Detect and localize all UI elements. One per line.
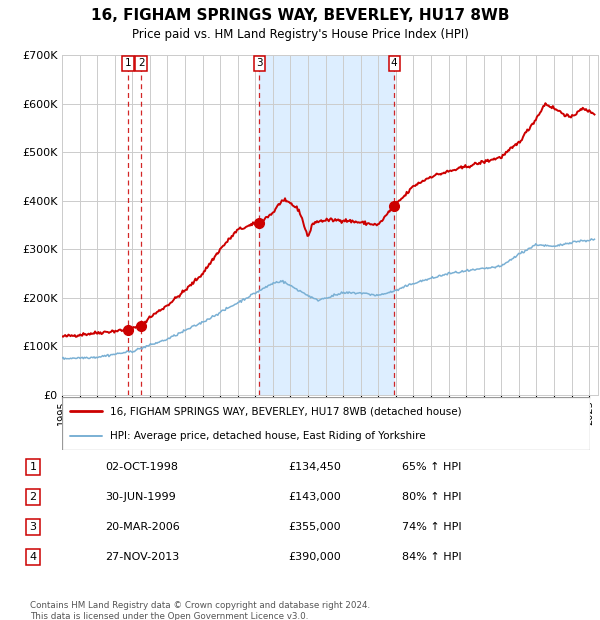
- Text: 2: 2: [138, 58, 145, 68]
- Text: £355,000: £355,000: [288, 522, 341, 532]
- Text: 3: 3: [29, 522, 37, 532]
- Text: 16, FIGHAM SPRINGS WAY, BEVERLEY, HU17 8WB (detached house): 16, FIGHAM SPRINGS WAY, BEVERLEY, HU17 8…: [110, 406, 461, 416]
- Text: 4: 4: [391, 58, 397, 68]
- Text: 1: 1: [29, 462, 37, 472]
- Text: 16, FIGHAM SPRINGS WAY, BEVERLEY, HU17 8WB: 16, FIGHAM SPRINGS WAY, BEVERLEY, HU17 8…: [91, 8, 509, 23]
- Text: Price paid vs. HM Land Registry's House Price Index (HPI): Price paid vs. HM Land Registry's House …: [131, 28, 469, 41]
- Text: 30-JUN-1999: 30-JUN-1999: [105, 492, 176, 502]
- Text: HPI: Average price, detached house, East Riding of Yorkshire: HPI: Average price, detached house, East…: [110, 431, 425, 441]
- Text: 74% ↑ HPI: 74% ↑ HPI: [402, 522, 461, 532]
- Text: 84% ↑ HPI: 84% ↑ HPI: [402, 552, 461, 562]
- Text: 20-MAR-2006: 20-MAR-2006: [105, 522, 180, 532]
- Text: This data is licensed under the Open Government Licence v3.0.: This data is licensed under the Open Gov…: [30, 612, 308, 620]
- Text: 80% ↑ HPI: 80% ↑ HPI: [402, 492, 461, 502]
- Text: £390,000: £390,000: [288, 552, 341, 562]
- Text: 65% ↑ HPI: 65% ↑ HPI: [402, 462, 461, 472]
- Text: £143,000: £143,000: [288, 492, 341, 502]
- Text: 4: 4: [29, 552, 37, 562]
- Text: 27-NOV-2013: 27-NOV-2013: [105, 552, 179, 562]
- Text: £134,450: £134,450: [288, 462, 341, 472]
- Text: 02-OCT-1998: 02-OCT-1998: [105, 462, 178, 472]
- Text: 2: 2: [29, 492, 37, 502]
- Text: 3: 3: [256, 58, 262, 68]
- Text: 1: 1: [125, 58, 131, 68]
- Text: Contains HM Land Registry data © Crown copyright and database right 2024.: Contains HM Land Registry data © Crown c…: [30, 601, 370, 610]
